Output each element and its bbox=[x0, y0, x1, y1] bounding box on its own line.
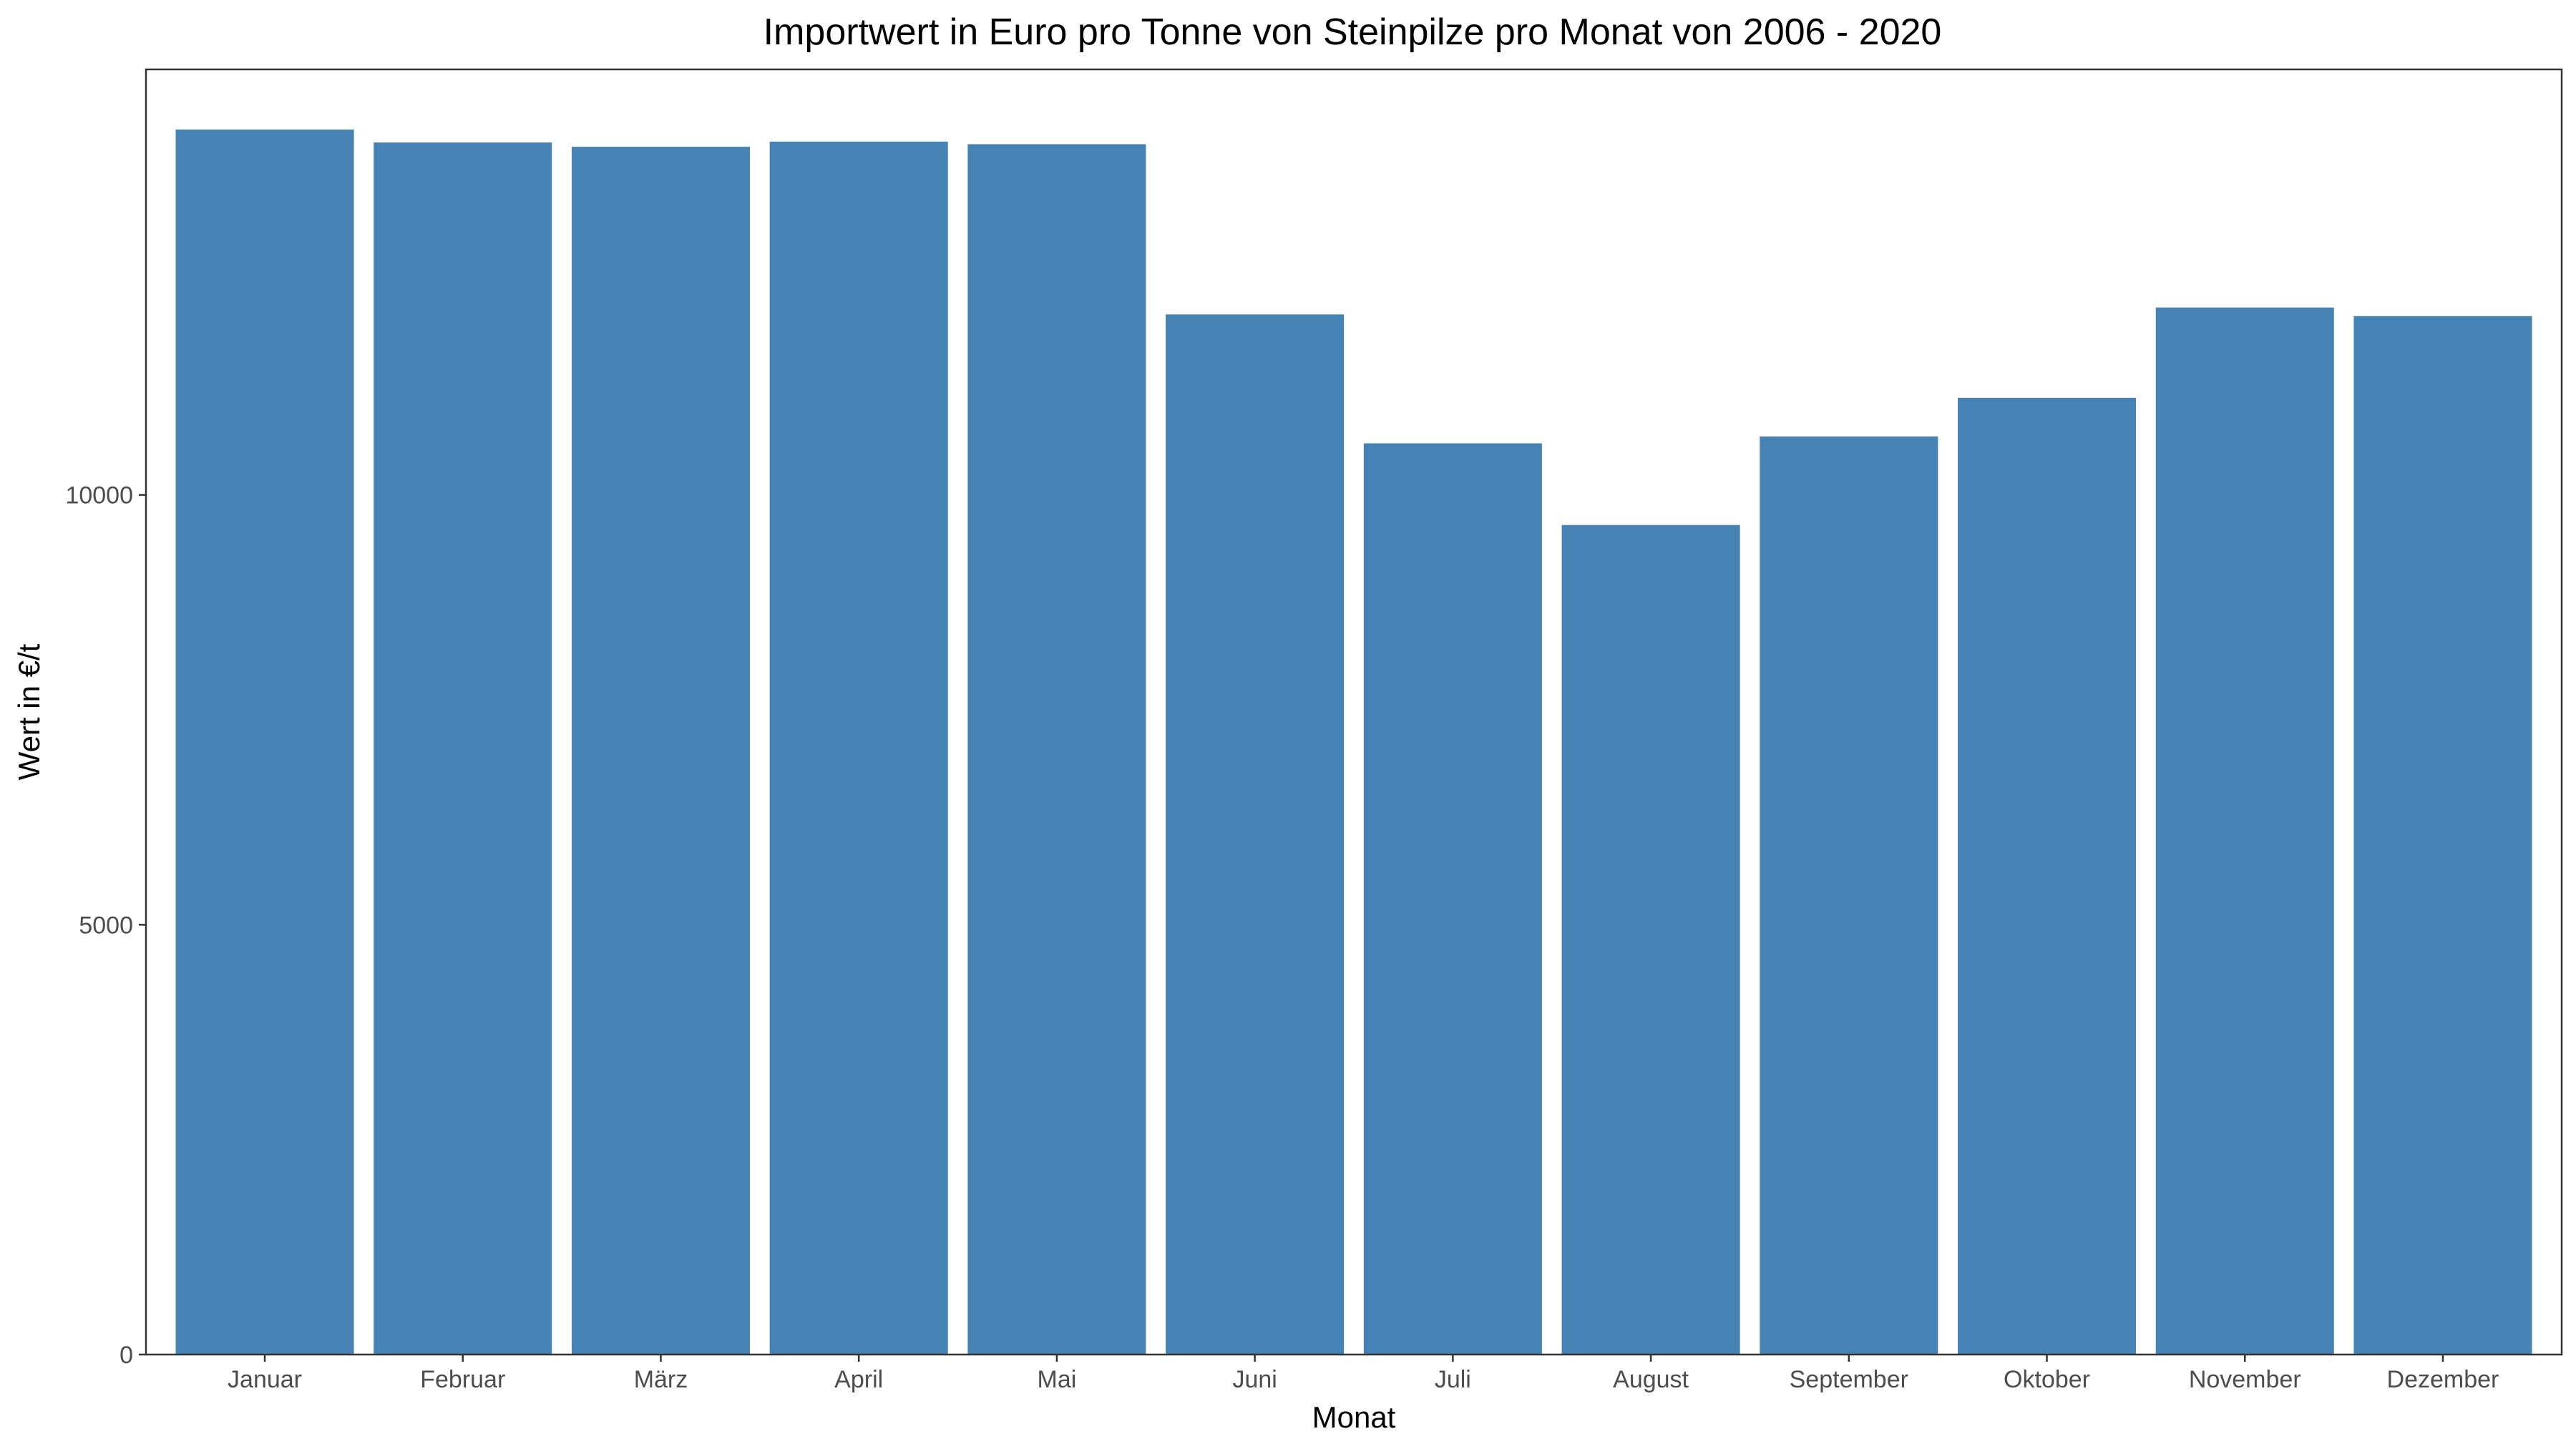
bar-september bbox=[1760, 436, 1938, 1355]
bar-märz bbox=[571, 147, 750, 1355]
bar-april bbox=[769, 141, 948, 1355]
x-axis-title: Monat bbox=[1312, 1400, 1396, 1434]
y-tick-label: 0 bbox=[119, 1342, 133, 1369]
bar-februar bbox=[374, 142, 552, 1355]
y-axis-title: Wert in €/t bbox=[12, 643, 46, 780]
bar-dezember bbox=[2353, 316, 2532, 1355]
bar-mai bbox=[967, 144, 1146, 1355]
x-axis: Januar Februar März April Mai Juni Juli August S… bbox=[228, 1355, 2499, 1393]
x-tick-label: Mai bbox=[1038, 1366, 1077, 1393]
y-tick-label: 10000 bbox=[65, 482, 133, 509]
x-tick-label: August bbox=[1613, 1366, 1689, 1393]
y-axis: 0 5000 10000 bbox=[65, 482, 146, 1369]
x-tick-label: März bbox=[634, 1366, 688, 1393]
bar-juni bbox=[1166, 314, 1345, 1355]
bar-oktober bbox=[1958, 397, 2137, 1355]
bar-januar bbox=[175, 130, 354, 1355]
plot-panel-border bbox=[145, 68, 2563, 1356]
bar-juli bbox=[1363, 443, 1542, 1355]
x-tick-label: Februar bbox=[420, 1366, 505, 1393]
x-tick-label: September bbox=[1790, 1366, 1908, 1393]
bar-august bbox=[1561, 525, 1740, 1355]
x-tick-label: April bbox=[834, 1366, 883, 1393]
chart-title: Importwert in Euro pro Tonne von Steinpi… bbox=[763, 11, 1942, 53]
bars-group bbox=[175, 130, 2532, 1355]
x-tick-label: November bbox=[2189, 1366, 2301, 1393]
x-tick-label: Juli bbox=[1435, 1366, 1471, 1393]
bar-november bbox=[2155, 307, 2334, 1355]
x-tick-label: Dezember bbox=[2387, 1366, 2499, 1393]
x-tick-label: Juni bbox=[1232, 1366, 1277, 1393]
x-tick-label: Oktober bbox=[2004, 1366, 2090, 1393]
x-tick-label: Januar bbox=[228, 1366, 302, 1393]
y-tick-label: 5000 bbox=[79, 912, 133, 939]
